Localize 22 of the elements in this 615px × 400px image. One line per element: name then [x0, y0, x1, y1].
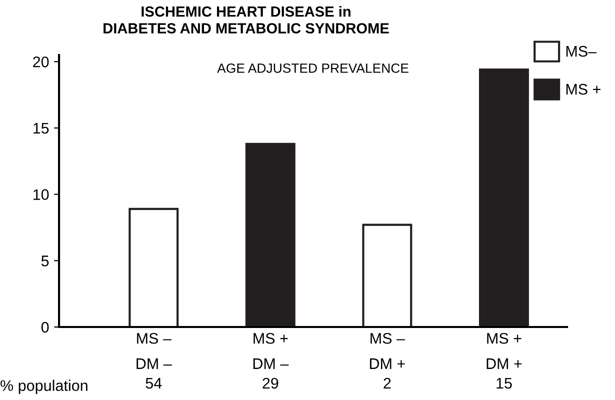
text: 15 — [496, 378, 512, 389]
x-tick-label: MS + DM + — [486, 332, 522, 369]
text: 2 — [384, 378, 391, 388]
bar — [478, 68, 529, 327]
y-tick-label: 5 — [41, 256, 49, 266]
y-tick-label: 10 — [33, 189, 49, 200]
x-tick-label: MS + DM – — [253, 332, 289, 369]
bar — [362, 224, 412, 327]
y-tick-label: 20 — [33, 56, 49, 68]
y-tick-label: 0 — [41, 322, 49, 333]
text: 54 — [146, 378, 162, 389]
bar — [245, 142, 296, 327]
text: 29 — [262, 378, 278, 389]
bar — [128, 208, 179, 327]
chart-title: ISCHEMIC HEART DISEASE in DIABETES AND METABOLIC SYNDROME — [104, 6, 389, 34]
text: % population — [0, 380, 88, 394]
y-tick-label: 15 — [33, 123, 49, 134]
chart-subtitle: AGE ADJUSTED PREVALENCE — [217, 64, 408, 73]
x-tick-label: MS – DM + — [370, 332, 406, 369]
legend-label: MS + — [566, 84, 600, 95]
x-tick-label: MS – DM – — [136, 332, 172, 369]
legend-label: MS– — [566, 46, 597, 57]
